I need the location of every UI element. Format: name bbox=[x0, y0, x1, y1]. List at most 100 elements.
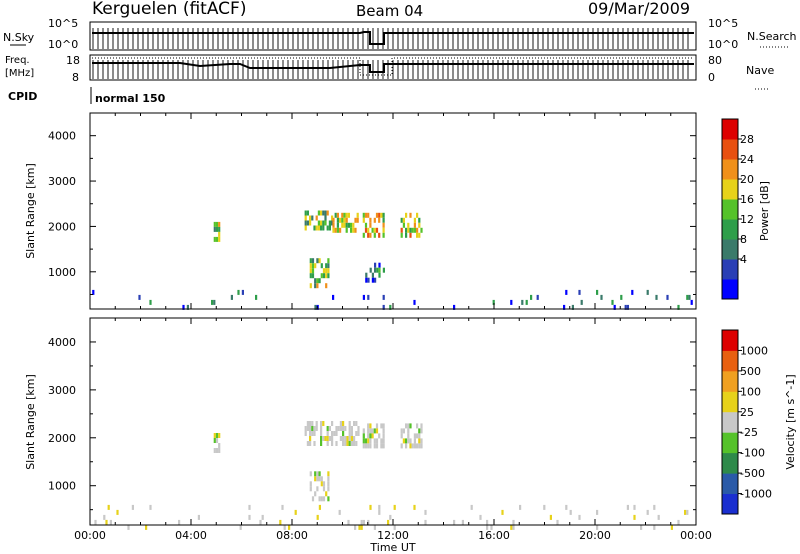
data-cell bbox=[677, 304, 680, 310]
data-cell bbox=[490, 524, 493, 530]
data-cell bbox=[420, 443, 423, 449]
colorbar-swatch bbox=[722, 239, 738, 260]
data-cell bbox=[378, 267, 381, 273]
data-cell bbox=[350, 227, 353, 233]
colorbar-swatch bbox=[722, 432, 738, 454]
data-cell bbox=[369, 217, 372, 223]
data-cell bbox=[138, 294, 141, 300]
data-cell bbox=[380, 212, 383, 218]
data-cell bbox=[389, 514, 392, 520]
data-cell bbox=[420, 428, 423, 434]
data-cell bbox=[510, 524, 513, 530]
data-cell bbox=[578, 514, 581, 520]
data-cell bbox=[418, 433, 421, 439]
data-cell bbox=[367, 433, 370, 439]
data-cell bbox=[309, 283, 312, 289]
data-cell bbox=[313, 441, 316, 446]
data-cell bbox=[182, 304, 185, 310]
data-cell bbox=[362, 433, 365, 439]
data-cell bbox=[382, 304, 385, 310]
data-cell bbox=[418, 428, 421, 434]
data-cell bbox=[389, 304, 392, 310]
data-cell bbox=[335, 441, 338, 446]
data-cell bbox=[418, 438, 421, 444]
data-cell bbox=[382, 428, 385, 434]
data-cell bbox=[405, 212, 408, 218]
data-cell bbox=[315, 421, 318, 426]
data-cell bbox=[213, 438, 216, 443]
data-cell bbox=[413, 433, 416, 439]
data-cell bbox=[309, 268, 312, 274]
data-cell bbox=[315, 426, 318, 431]
data-cell bbox=[334, 227, 337, 233]
data-cell bbox=[393, 524, 396, 530]
data-cell bbox=[322, 273, 326, 279]
data-cell bbox=[354, 524, 357, 530]
data-cell bbox=[352, 222, 355, 228]
data-cell bbox=[353, 441, 356, 446]
data-cell bbox=[334, 212, 337, 218]
colorbar-tick-label: -1000 bbox=[740, 488, 772, 501]
nave-tick-low: 0 bbox=[708, 71, 715, 84]
data-cell bbox=[633, 514, 636, 520]
data-cell bbox=[350, 222, 353, 228]
data-cell bbox=[211, 299, 214, 305]
data-cell bbox=[563, 304, 566, 310]
data-cell bbox=[341, 212, 344, 218]
data-cell bbox=[367, 212, 370, 218]
data-cell bbox=[362, 443, 365, 449]
data-cell bbox=[364, 438, 368, 444]
data-cell bbox=[281, 504, 284, 510]
y-tick-label: 1000 bbox=[48, 266, 76, 279]
data-cell bbox=[320, 476, 323, 482]
data-cell bbox=[197, 514, 200, 520]
data-cell bbox=[375, 438, 379, 444]
colorbar-tick-label: 12 bbox=[740, 213, 754, 226]
data-cell bbox=[248, 504, 251, 510]
data-cell bbox=[320, 436, 323, 441]
data-cell bbox=[322, 268, 326, 274]
data-cell bbox=[525, 299, 528, 305]
data-cell bbox=[314, 491, 317, 497]
data-cell bbox=[336, 217, 339, 223]
data-cell bbox=[360, 519, 363, 525]
x-tick-label: 00:00 bbox=[74, 529, 106, 542]
data-cell bbox=[332, 227, 335, 233]
data-cell bbox=[218, 236, 221, 242]
data-cell bbox=[331, 431, 334, 436]
data-cell bbox=[378, 504, 381, 510]
data-cell bbox=[371, 428, 374, 434]
data-cell bbox=[304, 215, 307, 221]
data-cell bbox=[378, 433, 381, 439]
data-cell bbox=[320, 225, 323, 231]
data-cell bbox=[237, 289, 240, 295]
data-cell bbox=[311, 215, 314, 221]
data-cell bbox=[328, 220, 331, 226]
data-cell bbox=[324, 436, 327, 441]
data-cell bbox=[416, 443, 419, 449]
data-cell bbox=[327, 258, 330, 264]
data-cell bbox=[556, 519, 559, 525]
data-cell bbox=[325, 273, 328, 279]
data-cell bbox=[373, 443, 376, 449]
data-cell bbox=[367, 443, 370, 449]
data-cell bbox=[327, 481, 330, 487]
data-cell bbox=[318, 496, 321, 502]
data-cell bbox=[378, 509, 381, 515]
data-cell bbox=[318, 471, 321, 477]
data-cell bbox=[521, 299, 524, 305]
data-cell bbox=[367, 232, 370, 238]
data-cell bbox=[613, 304, 616, 310]
data-cell bbox=[318, 476, 321, 482]
data-cell bbox=[339, 217, 342, 223]
colorbar-tick-label: 100 bbox=[740, 385, 761, 398]
data-cell bbox=[512, 524, 515, 530]
freq-label-line2: [MHz] bbox=[5, 68, 34, 79]
data-cell bbox=[327, 268, 330, 274]
data-cell bbox=[376, 267, 379, 273]
velocity-panel-frame bbox=[89, 317, 697, 526]
data-cell bbox=[369, 232, 372, 238]
data-cell bbox=[332, 222, 335, 228]
data-cell bbox=[407, 227, 410, 233]
data-cell bbox=[327, 496, 330, 502]
